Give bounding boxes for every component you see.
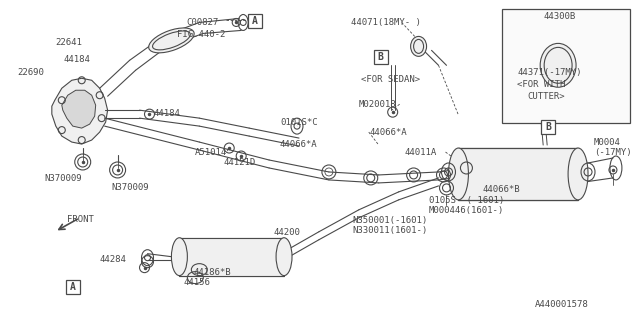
Text: 44071(18MY- ): 44071(18MY- ) <box>351 19 420 28</box>
Text: FIG.440-2: FIG.440-2 <box>177 30 226 39</box>
Bar <box>502 9 630 123</box>
Text: 44156: 44156 <box>184 278 211 287</box>
Text: 0105S  (-1601): 0105S (-1601) <box>429 196 504 205</box>
Text: 44066*B: 44066*B <box>483 185 520 194</box>
Text: (-17MY): (-17MY) <box>594 148 632 157</box>
Text: N350001(-1601): N350001(-1601) <box>353 216 428 225</box>
Text: 44066*A: 44066*A <box>370 128 408 137</box>
Text: A: A <box>252 16 258 27</box>
Text: CUTTER>: CUTTER> <box>527 92 565 101</box>
Ellipse shape <box>540 44 576 87</box>
Ellipse shape <box>276 238 292 276</box>
Polygon shape <box>52 78 108 144</box>
Text: <FOR WITH: <FOR WITH <box>517 80 566 89</box>
Text: 44121D: 44121D <box>223 158 255 167</box>
Text: <FOR SEDAN>: <FOR SEDAN> <box>361 75 420 84</box>
Text: FRONT: FRONT <box>67 215 93 224</box>
Ellipse shape <box>449 148 468 200</box>
Text: B: B <box>545 122 551 132</box>
Bar <box>66 280 80 293</box>
Polygon shape <box>62 90 95 128</box>
Text: 44200: 44200 <box>273 228 300 237</box>
Text: M000446(1601-): M000446(1601-) <box>429 206 504 215</box>
Text: 22641: 22641 <box>55 38 82 47</box>
Text: N370009: N370009 <box>45 174 83 183</box>
Bar <box>374 50 388 64</box>
Text: 44284: 44284 <box>100 255 127 264</box>
Text: N370009: N370009 <box>111 183 149 192</box>
Text: A440001578: A440001578 <box>535 300 589 308</box>
Text: C00827: C00827 <box>186 19 219 28</box>
Ellipse shape <box>148 28 194 53</box>
Text: 44066*A: 44066*A <box>279 140 317 149</box>
Text: A: A <box>70 282 76 292</box>
Bar <box>248 14 262 28</box>
Ellipse shape <box>172 238 188 276</box>
Text: 0101S*C: 0101S*C <box>280 118 317 127</box>
Text: A51014: A51014 <box>195 148 227 157</box>
Ellipse shape <box>568 148 588 200</box>
Text: 22690: 22690 <box>17 68 44 77</box>
Text: 44371(-17MY): 44371(-17MY) <box>517 68 582 77</box>
Text: N330011(1601-): N330011(1601-) <box>353 226 428 235</box>
Text: 44186*B: 44186*B <box>193 268 231 276</box>
Text: 44184: 44184 <box>64 55 91 64</box>
Text: M0004: M0004 <box>594 138 621 147</box>
Text: 44011A: 44011A <box>404 148 437 157</box>
Bar <box>541 120 555 134</box>
Bar <box>179 238 284 276</box>
Text: 44300B: 44300B <box>543 12 575 21</box>
Bar <box>458 148 578 200</box>
Ellipse shape <box>411 36 427 56</box>
Text: 44184: 44184 <box>154 109 180 118</box>
Text: M020018: M020018 <box>359 100 396 109</box>
Text: B: B <box>378 52 383 62</box>
